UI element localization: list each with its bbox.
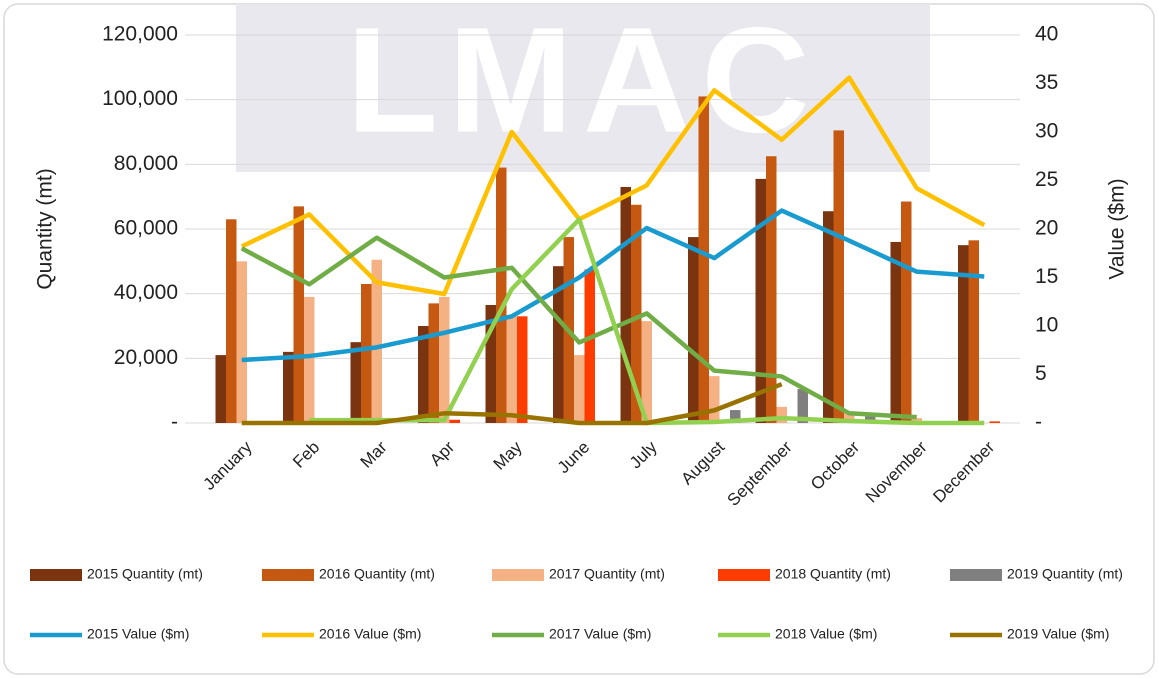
legend-label: 2015 Quantity (mt) (87, 566, 203, 582)
y2-tick-label: - (1035, 411, 1042, 434)
bar (755, 178, 766, 423)
line (241, 208, 985, 363)
bar (449, 419, 460, 423)
watermark-box (236, 4, 930, 172)
bar (958, 245, 969, 423)
watermark: LMAC (346, 0, 819, 164)
y2-tick-label: 20 (1035, 217, 1058, 240)
legend-label: 2017 Quantity (mt) (549, 566, 665, 582)
legend-label: 2017 Value ($m) (549, 626, 651, 642)
bar (776, 406, 787, 423)
bar (584, 269, 595, 423)
bar (730, 410, 741, 423)
y-tick-label: 120,000 (102, 23, 178, 46)
y2-axis-title: Value ($m) (1106, 178, 1129, 279)
y-tick-label: 60,000 (114, 217, 178, 240)
legend-label: 2018 Value ($m) (775, 626, 877, 642)
y-tick-label: 40,000 (114, 281, 178, 304)
bar (688, 237, 699, 423)
y2-tick-label: 35 (1035, 71, 1058, 94)
bar (574, 355, 585, 423)
line (241, 382, 783, 426)
legend-swatch (262, 569, 314, 581)
legend-label: 2019 Quantity (mt) (1007, 566, 1123, 582)
legend-swatch (950, 569, 1002, 581)
legend-swatch (718, 569, 770, 581)
bar (371, 259, 382, 423)
y2-tick-label: 40 (1035, 23, 1058, 46)
bar (506, 316, 517, 423)
line (240, 235, 917, 420)
y2-tick-label: 15 (1035, 265, 1058, 288)
bar (890, 241, 901, 423)
bar (833, 130, 844, 423)
legend-label: 2016 Value ($m) (319, 626, 421, 642)
legend-label: 2018 Quantity (mt) (775, 566, 891, 582)
y2-tick-label: 30 (1035, 120, 1058, 143)
legend-swatch (492, 569, 544, 581)
legend-label: 2015 Value ($m) (87, 626, 189, 642)
bar (236, 261, 247, 423)
bar (293, 206, 304, 423)
bar (631, 204, 642, 423)
bar (797, 389, 808, 423)
y2-tick-label: 10 (1035, 314, 1058, 337)
y-tick-label: 100,000 (102, 87, 178, 110)
line (240, 75, 986, 297)
legend-swatch (30, 569, 82, 581)
bar (620, 186, 631, 423)
bar (496, 167, 507, 423)
bar (439, 296, 450, 423)
bar (428, 303, 439, 423)
bar (517, 316, 528, 423)
y-tick-label: 20,000 (114, 346, 178, 369)
y2-tick-label: 5 (1035, 362, 1047, 385)
bar (215, 355, 226, 423)
y-tick-label: - (171, 411, 178, 434)
legend-label: 2016 Quantity (mt) (319, 566, 435, 582)
legend-label: 2019 Value ($m) (1007, 626, 1109, 642)
bar (766, 156, 777, 423)
bar (901, 201, 912, 423)
bar (485, 304, 496, 423)
bar (304, 296, 315, 423)
y2-tick-label: 25 (1035, 168, 1058, 191)
bar (989, 421, 1000, 423)
bar (350, 342, 361, 423)
y-tick-label: 80,000 (114, 152, 178, 175)
bar (418, 326, 429, 423)
bar (553, 266, 564, 423)
bar (226, 219, 237, 423)
bar (911, 418, 922, 423)
bar (698, 96, 709, 423)
bar (709, 376, 720, 423)
bar (968, 240, 979, 423)
bar (361, 283, 372, 423)
bar (823, 211, 834, 423)
bar (283, 351, 294, 423)
bar (844, 413, 855, 423)
bar (641, 321, 652, 423)
y-axis-title: Quantity (mt) (34, 168, 57, 289)
